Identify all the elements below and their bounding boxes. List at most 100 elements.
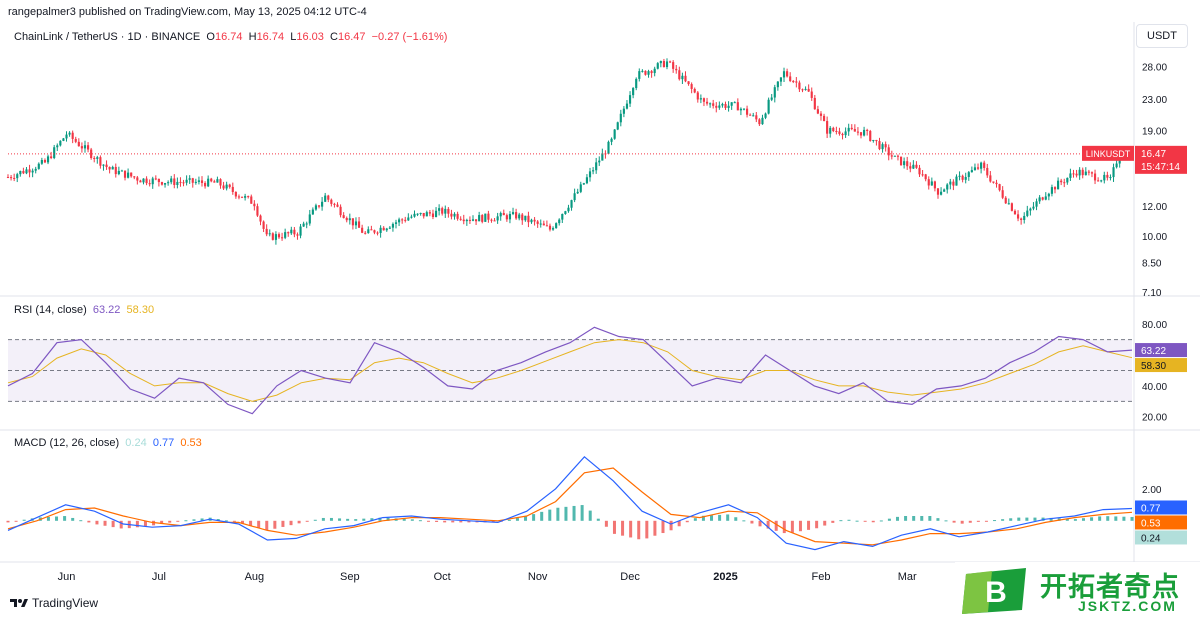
price-candle xyxy=(53,147,56,158)
macd-histogram-bar xyxy=(143,520,147,527)
price-candle xyxy=(484,213,487,222)
price-candle xyxy=(539,223,542,225)
price-candle xyxy=(548,225,552,230)
price-candle xyxy=(77,141,80,147)
price-candle xyxy=(527,215,530,223)
rsi-legend: RSI (14, close) 63.22 58.30 xyxy=(14,304,154,316)
macd-histogram-bar xyxy=(168,520,172,523)
price-candle xyxy=(515,212,518,219)
price-candle xyxy=(521,214,524,221)
macd-histogram-bar xyxy=(782,520,786,534)
price-candle xyxy=(234,191,237,197)
price-candle xyxy=(351,218,354,226)
price-candle xyxy=(431,213,435,217)
price-candle xyxy=(721,103,724,106)
price-candle xyxy=(1032,206,1035,209)
price-candle xyxy=(829,127,832,134)
x-tick-label: Jun xyxy=(58,571,76,583)
price-candle xyxy=(120,170,124,172)
macd-histogram-bar xyxy=(386,517,390,521)
price-candle xyxy=(364,232,367,234)
price-candle xyxy=(764,113,767,118)
price-candle xyxy=(915,164,918,168)
price-candle xyxy=(123,170,127,178)
price-candle xyxy=(742,108,746,110)
price-candle xyxy=(237,196,241,198)
price-candle xyxy=(1047,193,1050,197)
price-tick-label: 10.00 xyxy=(1142,232,1167,243)
price-candle xyxy=(625,103,629,109)
price-candle xyxy=(99,157,102,166)
low-value: 16.03 xyxy=(296,31,324,43)
macd-histogram-bar xyxy=(718,514,722,521)
price-candle xyxy=(330,199,333,204)
price-candle xyxy=(619,113,622,123)
macd-histogram-bar xyxy=(281,520,285,527)
macd-histogram-bar xyxy=(362,518,366,521)
price-candle xyxy=(1053,187,1057,190)
price-candle xyxy=(884,144,887,148)
price-candle xyxy=(1084,171,1087,176)
macd-histogram-bar xyxy=(807,520,811,530)
price-candle xyxy=(447,208,450,214)
price-candle xyxy=(453,213,456,217)
price-candle xyxy=(699,98,702,100)
price-candle xyxy=(160,182,164,185)
price-candle xyxy=(216,179,219,183)
price-candle xyxy=(139,180,142,183)
price-candle xyxy=(792,80,795,82)
price-candle xyxy=(1013,210,1017,215)
price-candle xyxy=(672,62,675,69)
price-candle xyxy=(1044,196,1047,200)
x-tick-label: Nov xyxy=(528,571,548,583)
macd-histogram-bar xyxy=(847,519,851,521)
x-tick-label: Sep xyxy=(340,571,360,583)
macd-histogram-bar xyxy=(265,520,269,531)
price-candle xyxy=(1035,201,1038,207)
price-candle xyxy=(102,164,105,166)
macd-histogram-bar xyxy=(879,520,883,522)
price-candle xyxy=(244,196,247,198)
price-candle xyxy=(832,127,835,132)
high-label: H xyxy=(248,31,257,43)
macd-legend-value: 0.77 xyxy=(152,437,175,449)
macd-histogram-bar xyxy=(443,520,447,523)
price-candle xyxy=(465,219,468,222)
price-candle xyxy=(83,145,87,149)
price-candle xyxy=(955,176,958,186)
price-candle xyxy=(770,97,773,100)
price-candle xyxy=(1038,197,1041,202)
price-candle xyxy=(6,177,10,179)
price-candle xyxy=(592,170,595,172)
rsi-legend-value: 63.22 xyxy=(92,304,121,316)
tradingview-logo-icon xyxy=(10,599,28,607)
macd-histogram-bar xyxy=(798,520,802,532)
price-candle xyxy=(662,60,666,68)
price-candle xyxy=(376,232,379,234)
macd-histogram-bar xyxy=(887,518,891,521)
price-candle xyxy=(502,213,505,216)
rsi-value-tag xyxy=(1135,343,1187,358)
price-candle xyxy=(151,178,154,185)
price-candle xyxy=(613,129,616,139)
price-candle xyxy=(428,212,431,214)
signal-legend-value: 0.53 xyxy=(180,437,202,449)
price-candle xyxy=(305,223,308,225)
price-candle xyxy=(906,161,909,167)
watermark-logo-mark: B xyxy=(962,568,1026,614)
price-candle xyxy=(1097,180,1100,182)
macd-histogram-bar xyxy=(621,520,625,536)
open-value: 16.74 xyxy=(214,31,243,43)
price-candle xyxy=(869,131,872,141)
macd-histogram-bar xyxy=(1001,519,1005,521)
price-candle xyxy=(980,162,983,169)
macd-histogram-bar xyxy=(944,520,948,522)
price-candle xyxy=(222,185,225,189)
symbol-legend: ChainLink / TetherUS · 1D · BINANCE O16.… xyxy=(14,31,447,43)
price-candle xyxy=(253,203,256,207)
macd-histogram-bar xyxy=(701,515,705,521)
currency-unit-button[interactable]: USDT xyxy=(1136,24,1188,48)
price-candle xyxy=(56,145,59,148)
macd-histogram-bar xyxy=(1009,518,1013,521)
